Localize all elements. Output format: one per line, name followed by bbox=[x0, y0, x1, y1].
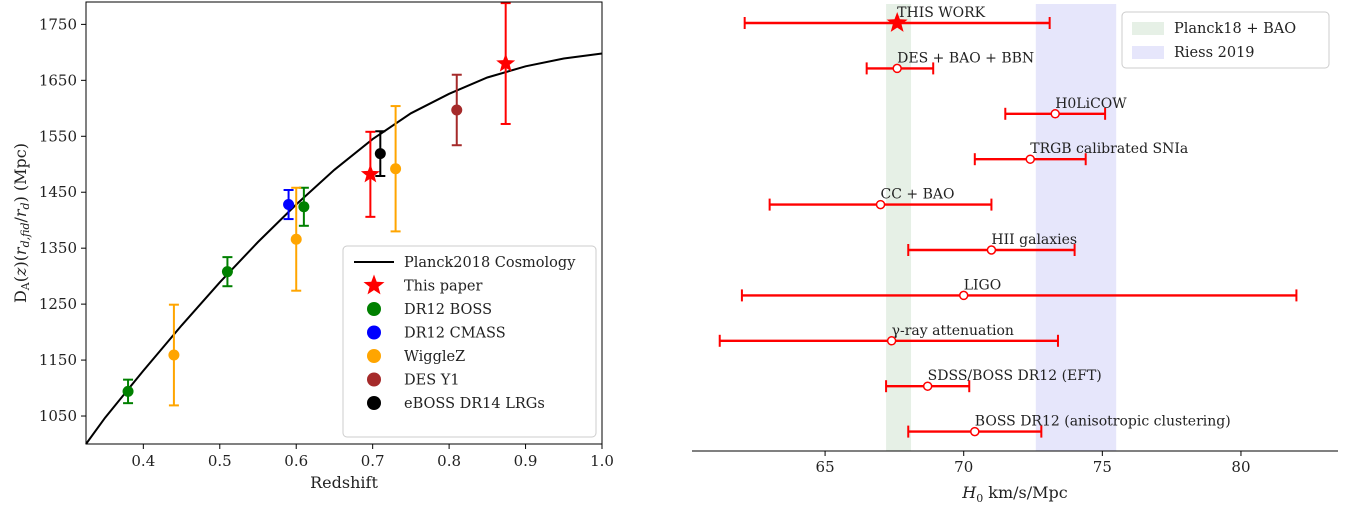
left-chart: 0.4 0.5 0.6 0.7 0.8 0.9 1.0 1050 1150 1250 1350 145… bbox=[11, 1, 614, 492]
y-tick-label: 1550 bbox=[39, 127, 77, 145]
h0-point-star bbox=[886, 12, 908, 32]
measurement-label: THIS WORK bbox=[897, 5, 986, 21]
measurement-label: BOSS DR12 (anisotropic clustering) bbox=[975, 414, 1231, 430]
legend-label: DES Y1 bbox=[404, 373, 460, 389]
h0-point bbox=[1050, 109, 1060, 119]
h0-point bbox=[922, 381, 933, 391]
legend-label: Planck18 + BAO bbox=[1174, 21, 1296, 37]
h0-point bbox=[886, 336, 897, 346]
cosmology-curve bbox=[85, 52, 603, 445]
legend-circle-swatch bbox=[367, 396, 381, 410]
data-point bbox=[290, 233, 302, 245]
legend-label: This paper bbox=[404, 279, 482, 295]
x-tick-label: 0.5 bbox=[208, 452, 232, 470]
measurement-label: LIGO bbox=[964, 277, 1002, 293]
left-chart-marks bbox=[85, 2, 603, 445]
measurement-label: H0LiCOW bbox=[1055, 96, 1127, 112]
legend-label: eBOSS DR14 LRGs bbox=[404, 396, 545, 412]
x-tick-label: 75 bbox=[1093, 458, 1112, 476]
right-chart-ticks: 65 70 75 80 bbox=[816, 451, 1251, 476]
data-point bbox=[283, 199, 295, 211]
y-tick-label: 1250 bbox=[39, 295, 77, 313]
right-chart-marks: THIS WORK DES + BAO + BBN H0LiCOW TRGB cali… bbox=[718, 5, 1298, 438]
data-point bbox=[221, 266, 233, 278]
x-tick-label: 0.4 bbox=[131, 452, 155, 470]
data-point-star bbox=[496, 53, 516, 72]
legend-label: WiggleZ bbox=[404, 349, 465, 365]
measurement-label: SDSS/BOSS DR12 (EFT) bbox=[928, 368, 1102, 384]
measurement-label: γ-ray attenuation bbox=[892, 323, 1014, 339]
h0-point bbox=[875, 199, 886, 210]
measurement-label: DES + BAO + BBN bbox=[897, 50, 1034, 66]
right-chart-legend: Planck18 + BAO Riess 2019 bbox=[1121, 11, 1330, 69]
left-y-axis-title: DA(z)(rd,fid/rd) (Mpc) bbox=[11, 143, 32, 303]
y-tick-label: 1050 bbox=[39, 407, 77, 425]
right-chart: THIS WORK DES + BAO + BBN H0LiCOW TRGB cali… bbox=[692, 4, 1338, 505]
data-point-star bbox=[360, 164, 380, 183]
data-point bbox=[122, 385, 134, 397]
data-point bbox=[451, 104, 463, 116]
data-point bbox=[390, 163, 402, 175]
data-point bbox=[168, 349, 180, 361]
legend-circle-swatch bbox=[367, 349, 381, 363]
right-chart-bands bbox=[886, 4, 1117, 451]
x-tick-label: 80 bbox=[1231, 458, 1250, 476]
reference-band bbox=[886, 4, 912, 451]
h0-point bbox=[986, 245, 997, 255]
h0-point bbox=[958, 290, 969, 301]
legend-star-swatch bbox=[363, 274, 385, 295]
legend-circle-swatch bbox=[367, 325, 381, 340]
y-tick-label: 1650 bbox=[39, 71, 77, 89]
h0-point bbox=[892, 63, 902, 74]
left-x-axis-title: Redshift bbox=[310, 473, 378, 492]
left-chart-legend: Planck2018 Cosmology This paper DR12 BOSS D… bbox=[342, 245, 597, 438]
right-legend-box bbox=[1121, 11, 1330, 69]
x-tick-label: 0.9 bbox=[514, 452, 538, 470]
y-tick-label: 1750 bbox=[39, 15, 77, 33]
reference-band bbox=[1035, 4, 1117, 451]
y-tick-label: 1150 bbox=[39, 351, 77, 369]
h0-point bbox=[1025, 154, 1035, 164]
legend-label: DR12 CMASS bbox=[404, 326, 506, 342]
measurement-label: TRGB calibrated SNIa bbox=[1030, 141, 1188, 157]
x-tick-label: 70 bbox=[954, 458, 973, 476]
left-legend-box bbox=[342, 245, 597, 438]
data-point bbox=[298, 201, 310, 213]
y-tick-label: 1350 bbox=[39, 239, 77, 257]
x-tick-label: 1.0 bbox=[590, 452, 614, 470]
measurement-label: CC + BAO bbox=[881, 187, 955, 203]
h0-point bbox=[970, 426, 980, 437]
right-x-axis-title: H0 km/s/Mpc bbox=[961, 483, 1068, 505]
legend-label: DR12 BOSS bbox=[404, 302, 492, 318]
legend-band-swatch bbox=[1132, 22, 1164, 35]
x-tick-label: 0.7 bbox=[361, 452, 385, 470]
left-chart-ticks: 0.4 0.5 0.6 0.7 0.8 0.9 1.0 1050 1150 1250 1350 145… bbox=[39, 15, 614, 470]
legend-circle-swatch bbox=[367, 302, 381, 316]
left-plot-frame bbox=[85, 1, 603, 445]
x-tick-label: 0.8 bbox=[437, 452, 461, 470]
x-tick-label: 0.6 bbox=[284, 452, 308, 470]
data-point bbox=[374, 148, 386, 160]
legend-band-swatch bbox=[1132, 46, 1164, 59]
y-tick-label: 1450 bbox=[39, 183, 77, 201]
x-tick-label: 65 bbox=[816, 458, 835, 476]
measurement-label: HII galaxies bbox=[991, 232, 1077, 248]
legend-label: Riess 2019 bbox=[1174, 45, 1255, 61]
legend-label: Planck2018 Cosmology bbox=[404, 255, 576, 271]
legend-circle-swatch bbox=[367, 372, 381, 387]
